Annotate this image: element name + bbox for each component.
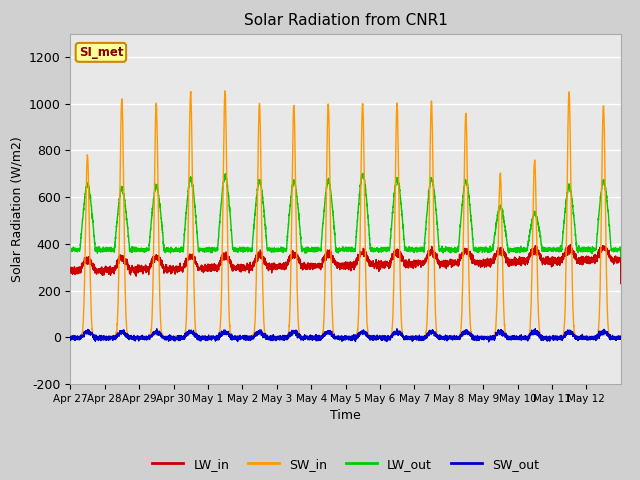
LW_out xyxy=(617,264,625,270)
SW_out xyxy=(524,334,531,340)
LW_out xyxy=(180,229,188,235)
LW_out xyxy=(396,189,403,194)
Line: SW_out: SW_out xyxy=(70,329,621,342)
LW_in xyxy=(180,261,188,266)
SW_out xyxy=(366,336,374,341)
SW_out xyxy=(485,339,493,345)
LW_in xyxy=(67,268,74,274)
Line: LW_out: LW_out xyxy=(70,174,621,267)
SW_in xyxy=(396,237,403,242)
SW_out xyxy=(538,334,546,340)
Line: SW_in: SW_in xyxy=(70,91,621,337)
SW_in xyxy=(497,176,504,181)
LW_in xyxy=(566,242,574,248)
LW_out xyxy=(524,245,531,251)
Line: LW_in: LW_in xyxy=(70,245,621,284)
SW_out xyxy=(67,335,74,340)
LW_in xyxy=(617,281,625,287)
SW_in xyxy=(617,334,625,340)
Y-axis label: Solar Radiation (W/m2): Solar Radiation (W/m2) xyxy=(10,136,23,282)
SW_out xyxy=(497,330,504,336)
Text: SI_met: SI_met xyxy=(79,46,123,59)
LW_in xyxy=(538,258,545,264)
LW_in xyxy=(497,250,504,256)
LW_out xyxy=(67,245,74,251)
SW_in xyxy=(524,335,531,340)
LW_out xyxy=(221,171,229,177)
LW_in xyxy=(366,262,374,268)
SW_in xyxy=(67,335,74,340)
SW_in xyxy=(180,333,188,338)
SW_out xyxy=(396,329,403,335)
Legend: LW_in, SW_in, LW_out, SW_out: LW_in, SW_in, LW_out, SW_out xyxy=(147,453,544,476)
LW_out xyxy=(366,241,374,247)
X-axis label: Time: Time xyxy=(330,409,361,422)
SW_out xyxy=(531,326,539,332)
Title: Solar Radiation from CNR1: Solar Radiation from CNR1 xyxy=(244,13,447,28)
SW_out xyxy=(180,335,188,341)
LW_in xyxy=(396,254,403,260)
SW_in xyxy=(538,334,546,340)
LW_out xyxy=(497,204,504,209)
SW_in xyxy=(366,334,374,340)
SW_out xyxy=(617,335,625,340)
LW_out xyxy=(538,245,546,251)
LW_in xyxy=(524,258,531,264)
SW_in xyxy=(221,88,229,94)
